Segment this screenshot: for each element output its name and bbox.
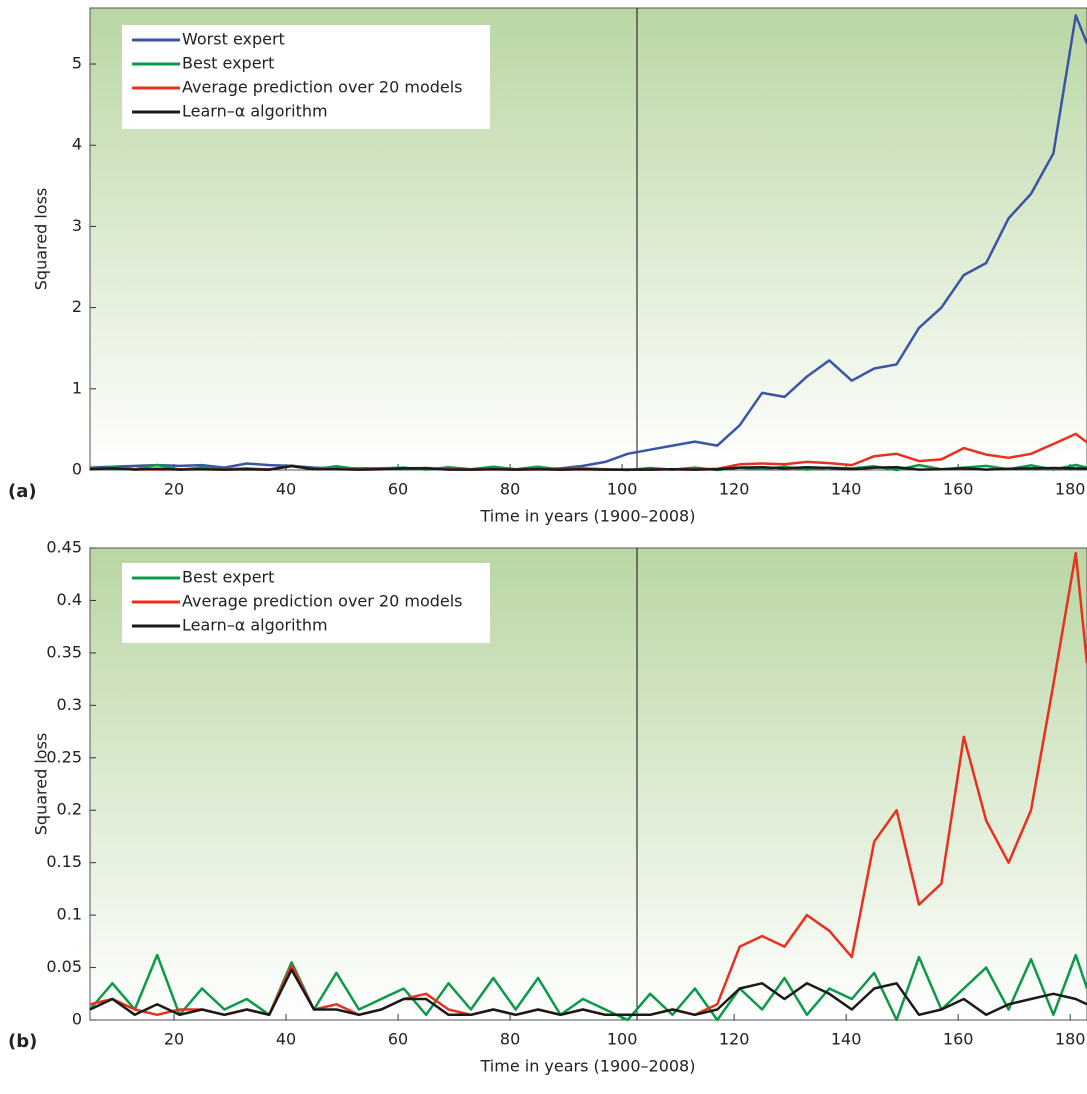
y-tick-label: 0.3 (57, 695, 82, 714)
series-line (89, 968, 1087, 1017)
x-tick-label: 140 (831, 480, 862, 499)
x-tick-label: 180 (1055, 480, 1086, 499)
y-tick-label: 4 (72, 135, 82, 154)
legend-label: Best expert (182, 568, 274, 587)
legend-label: Worst expert (182, 30, 285, 49)
y-tick-label: 0 (72, 1010, 82, 1029)
y-tick-label: 0.2 (57, 800, 82, 819)
x-tick-label: 40 (276, 1030, 296, 1049)
x-axis-label: Time in years (1900–2008) (480, 507, 696, 526)
y-tick-label: 0.35 (46, 642, 82, 661)
x-tick-label: 160 (943, 480, 974, 499)
x-tick-label: 60 (388, 1030, 408, 1049)
y-tick-label: 0.15 (46, 852, 82, 871)
y-tick-label: 2 (72, 297, 82, 316)
legend-label: Learn–α algorithm (182, 102, 328, 121)
x-tick-label: 140 (831, 1030, 862, 1049)
x-tick-label: 100 (607, 480, 638, 499)
legend-box (122, 563, 490, 643)
legend-label: Best expert (182, 54, 274, 73)
panel-label: (b) (8, 1031, 37, 1052)
legend-box (122, 25, 490, 129)
x-tick-label: 120 (719, 480, 750, 499)
y-axis-label: Squared loss (32, 733, 51, 835)
x-tick-label: 80 (500, 1030, 520, 1049)
x-tick-label: 20 (164, 480, 184, 499)
legend-label: Learn–α algorithm (182, 616, 328, 635)
x-tick-label: 80 (500, 480, 520, 499)
x-tick-label: 60 (388, 480, 408, 499)
y-tick-label: 0.1 (57, 905, 82, 924)
y-tick-label: 1 (72, 378, 82, 397)
x-tick-label: 20 (164, 1030, 184, 1049)
y-tick-label: 0 (72, 460, 82, 479)
y-tick-label: 0.4 (57, 590, 82, 609)
series-line (89, 464, 1087, 471)
y-tick-label: 0.45 (46, 538, 82, 557)
panel-label: (a) (8, 481, 37, 502)
series-line (89, 953, 1087, 1022)
x-tick-label: 180 (1055, 1030, 1086, 1049)
x-tick-label: 160 (943, 1030, 974, 1049)
y-tick-label: 3 (72, 216, 82, 235)
y-tick-label: 0.05 (46, 957, 82, 976)
legend-label: Average prediction over 20 models (182, 592, 463, 611)
x-tick-label: 100 (607, 1030, 638, 1049)
series-line (89, 14, 1087, 471)
legend-label: Average prediction over 20 models (182, 78, 463, 97)
y-tick-label: 5 (72, 54, 82, 73)
y-tick-label: 0.25 (46, 747, 82, 766)
x-tick-label: 120 (719, 1030, 750, 1049)
x-axis-label: Time in years (1900–2008) (480, 1057, 696, 1076)
y-axis-label: Squared loss (32, 188, 51, 290)
x-tick-label: 40 (276, 480, 296, 499)
